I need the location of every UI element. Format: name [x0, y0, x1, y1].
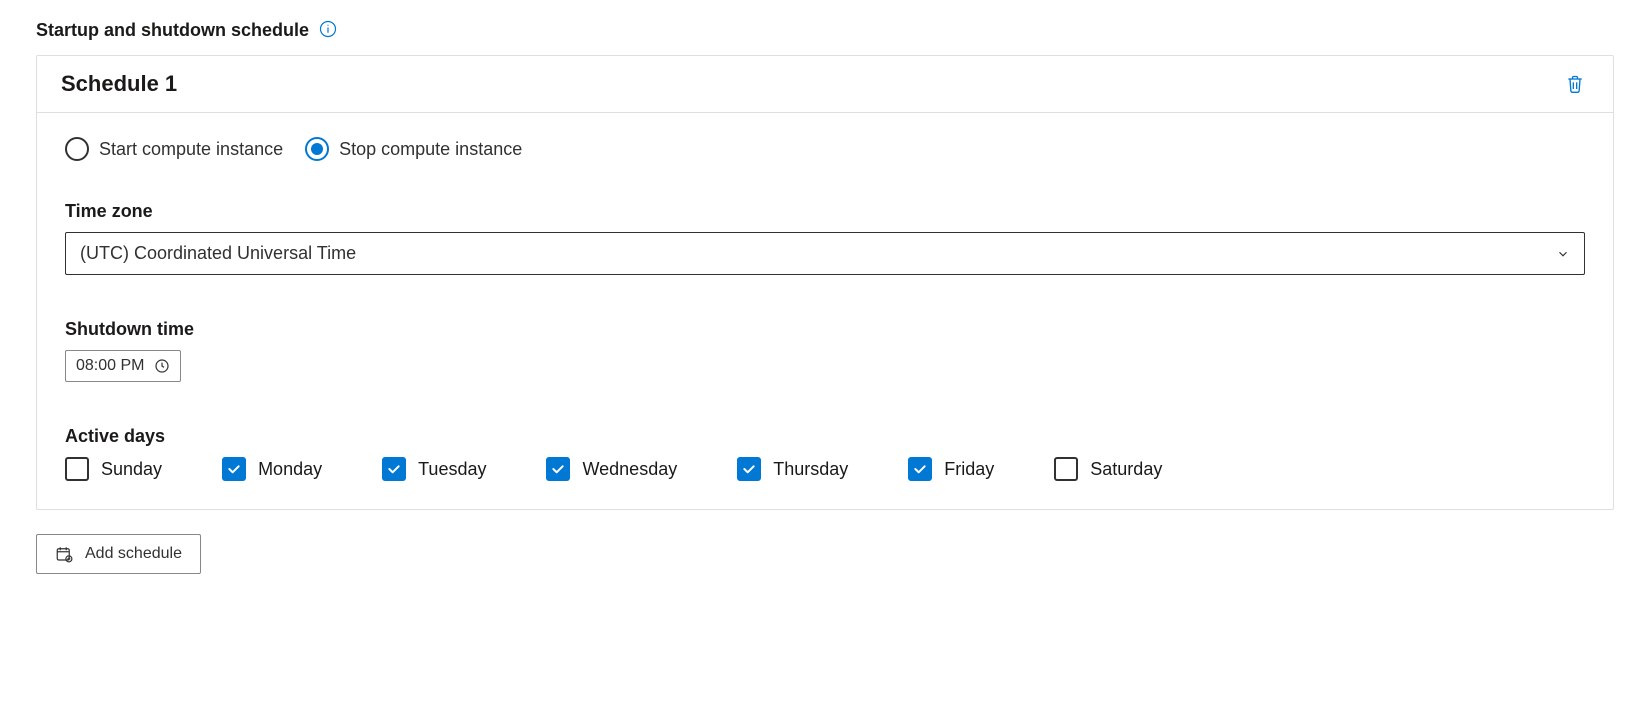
timezone-dropdown[interactable]: (UTC) Coordinated Universal Time: [65, 232, 1585, 275]
day-label: Monday: [258, 459, 322, 480]
trash-icon: [1565, 74, 1585, 94]
add-schedule-label: Add schedule: [85, 545, 182, 563]
section-title: Startup and shutdown schedule: [36, 20, 309, 41]
checkbox-indicator: [1054, 457, 1078, 481]
checkbox-indicator: [382, 457, 406, 481]
day-label: Saturday: [1090, 459, 1162, 480]
day-label: Thursday: [773, 459, 848, 480]
check-icon: [741, 461, 757, 477]
day-label: Sunday: [101, 459, 162, 480]
shutdown-time-value: 08:00 PM: [76, 357, 144, 375]
radio-stop-compute[interactable]: Stop compute instance: [305, 137, 522, 161]
day-label: Wednesday: [582, 459, 677, 480]
section-header: Startup and shutdown schedule: [36, 20, 1614, 41]
radio-indicator: [305, 137, 329, 161]
day-checkbox-thursday[interactable]: Thursday: [737, 457, 848, 481]
radio-label: Start compute instance: [99, 139, 283, 160]
checkbox-indicator: [546, 457, 570, 481]
add-schedule-button[interactable]: Add schedule: [36, 534, 201, 574]
shutdown-time-field: Shutdown time 08:00 PM: [65, 319, 1585, 382]
checkbox-indicator: [65, 457, 89, 481]
day-checkbox-friday[interactable]: Friday: [908, 457, 994, 481]
checkbox-indicator: [222, 457, 246, 481]
info-icon[interactable]: [319, 20, 337, 41]
check-icon: [386, 461, 402, 477]
check-icon: [226, 461, 242, 477]
shutdown-time-input[interactable]: 08:00 PM: [65, 350, 181, 382]
schedule-title: Schedule 1: [61, 71, 177, 97]
radio-start-compute[interactable]: Start compute instance: [65, 137, 283, 161]
chevron-down-icon: [1556, 247, 1570, 261]
day-label: Friday: [944, 459, 994, 480]
day-checkbox-tuesday[interactable]: Tuesday: [382, 457, 486, 481]
timezone-field: Time zone (UTC) Coordinated Universal Ti…: [65, 201, 1585, 275]
schedule-card: Schedule 1 Start compute instance: [36, 55, 1614, 510]
clock-icon: [154, 358, 170, 374]
action-radio-group: Start compute instance Stop compute inst…: [65, 137, 1585, 161]
day-checkbox-saturday[interactable]: Saturday: [1054, 457, 1162, 481]
active-days-label: Active days: [65, 426, 1585, 447]
check-icon: [550, 461, 566, 477]
active-days-row: Sunday Monday Tuesday Wednesday Thursday Frid…: [65, 457, 1585, 481]
timezone-value: (UTC) Coordinated Universal Time: [80, 243, 356, 264]
day-checkbox-sunday[interactable]: Sunday: [65, 457, 162, 481]
schedule-card-header: Schedule 1: [37, 56, 1613, 113]
radio-label: Stop compute instance: [339, 139, 522, 160]
day-checkbox-monday[interactable]: Monday: [222, 457, 322, 481]
radio-indicator: [65, 137, 89, 161]
timezone-label: Time zone: [65, 201, 1585, 222]
active-days-field: Active days Sunday Monday Tuesday Wednesday…: [65, 426, 1585, 481]
delete-schedule-button[interactable]: [1561, 70, 1589, 98]
checkbox-indicator: [908, 457, 932, 481]
calendar-add-icon: [55, 545, 73, 563]
day-label: Tuesday: [418, 459, 486, 480]
shutdown-time-label: Shutdown time: [65, 319, 1585, 340]
checkbox-indicator: [737, 457, 761, 481]
day-checkbox-wednesday[interactable]: Wednesday: [546, 457, 677, 481]
check-icon: [912, 461, 928, 477]
